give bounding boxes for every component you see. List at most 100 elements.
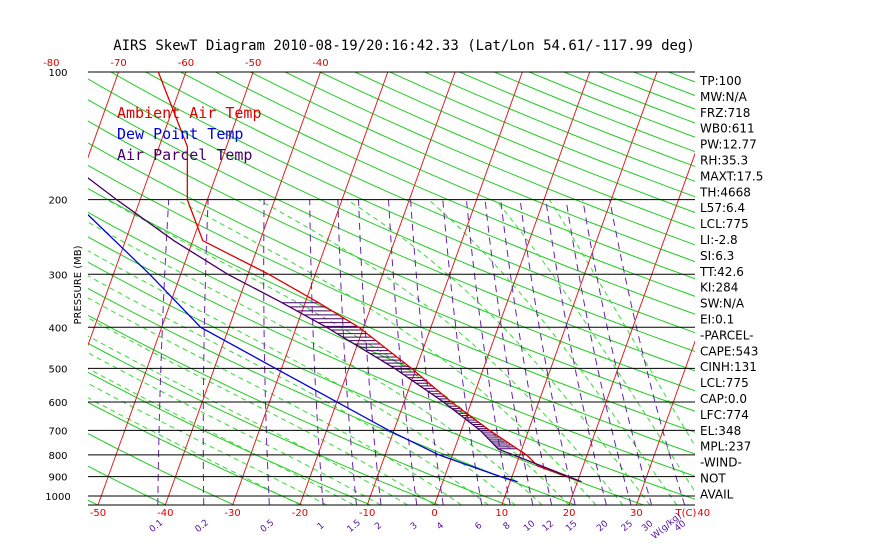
dry-adiabat — [250, 72, 695, 263]
dry-adiabat — [459, 72, 695, 167]
moist-adiabat — [548, 199, 695, 447]
index-entry: TT:42.6 — [699, 265, 744, 279]
legend-entry: Ambient Air Temp — [117, 104, 262, 122]
bottom-temp-tick-label: -20 — [292, 508, 308, 519]
grid-clip — [0, 72, 870, 505]
dry-adiabat — [145, 72, 695, 315]
pressure-tick-label: 700 — [48, 426, 67, 437]
dry-adiabat — [88, 342, 439, 505]
mixing-ratio-tick-label: 12 — [541, 519, 556, 534]
mixing-ratio-line — [337, 199, 357, 505]
isotherm — [88, 72, 187, 347]
mixing-ratio-tick-label: 20 — [595, 519, 610, 534]
moist-adiabat — [88, 367, 354, 505]
legend-entry: Air Parcel Temp — [117, 146, 252, 164]
moist-adiabat — [428, 199, 678, 505]
pressure-tick-label: 800 — [48, 451, 67, 462]
index-entry: L57:6.4 — [700, 201, 745, 215]
mixing-ratio-line — [609, 199, 686, 505]
moist-adiabat — [88, 221, 543, 505]
stability-indices: TP:100 MW:N/A FRZ:718 WB0:611 PW:12.77 RH:35.… — [699, 74, 763, 501]
moist-adiabat — [88, 250, 516, 505]
dry-adiabat — [88, 120, 695, 392]
pressure-tick-label: 200 — [48, 196, 67, 207]
mixing-ratio-tick-label: 8 — [502, 521, 513, 533]
index-entry: EL:348 — [700, 424, 741, 438]
y-axis-label: PRESSURE (MB) — [73, 245, 84, 324]
moist-adiabat — [88, 297, 462, 505]
index-entry: EI:0.1 — [700, 313, 734, 327]
dry-adiabat — [88, 401, 303, 505]
bottom-temp-tick-label: 20 — [563, 508, 576, 519]
isotherm — [97, 72, 254, 505]
index-entry: MW:N/A — [700, 90, 748, 104]
chart-legend: Ambient Air Temp Dew Point Temp Air Parcel… — [117, 104, 262, 164]
mixing-ratio-tick-label: 15 — [564, 519, 579, 534]
top-temp-tick-label: -40 — [312, 58, 328, 69]
bottom-temp-tick-label: 40 — [697, 508, 710, 519]
mixing-ratio-line — [202, 199, 209, 505]
dew-point-temp-line — [88, 213, 518, 483]
mixing-ratio-line — [465, 199, 511, 505]
bottom-temp-tick-label: -10 — [359, 508, 375, 519]
index-entry: PW:12.77 — [700, 138, 757, 152]
mixing-ratio-tick-label: 4 — [435, 521, 446, 533]
index-entry: FRZ:718 — [700, 106, 750, 120]
index-entry: SI:6.3 — [700, 249, 734, 263]
dry-adiabat — [88, 164, 695, 433]
bottom-temp-tick-label: 30 — [630, 508, 643, 519]
mixing-ratio-line — [545, 199, 607, 505]
isotherm — [299, 72, 456, 505]
isotherm — [501, 72, 658, 505]
isotherm — [164, 72, 321, 505]
isotherm — [771, 72, 870, 505]
dry-adiabat — [424, 72, 695, 182]
mixing-ratio-tick-label: 0.1 — [148, 518, 165, 535]
index-entry: AVAIL — [700, 487, 734, 501]
pressure-tick-label: 600 — [48, 398, 67, 409]
index-entry: RH:35.3 — [700, 154, 748, 168]
index-entry: CINH:131 — [700, 360, 757, 374]
moist-adiabat — [88, 275, 489, 505]
moist-adiabat — [88, 382, 328, 505]
mixing-ratio-line — [263, 199, 270, 505]
pressure-tick-label: 300 — [48, 270, 67, 281]
moist-adiabat — [346, 199, 651, 505]
bottom-temp-unit-label: T(C) — [675, 508, 697, 519]
legend-entry: Dew Point Temp — [117, 125, 243, 143]
index-entry: -WIND- — [700, 456, 742, 470]
pressure-tick-label: 500 — [48, 364, 67, 375]
bottom-temp-tick-label: 0 — [431, 508, 437, 519]
sounding-series — [88, 72, 582, 483]
dry-adiabat — [88, 314, 508, 505]
dry-adiabat — [88, 187, 695, 455]
dry-adiabat — [0, 72, 29, 505]
mixing-ratio-tick-label: 3 — [409, 521, 420, 532]
dry-adiabat — [88, 465, 167, 505]
mixing-ratio-line — [157, 199, 170, 505]
index-entry: WB0:611 — [700, 122, 755, 136]
index-entry: KI:284 — [700, 281, 738, 295]
bottom-temp-tick-label: 10 — [495, 508, 508, 519]
mixing-ratio-tick-label: 2 — [373, 521, 384, 532]
pressure-tick-label: 1000 — [45, 492, 70, 503]
dry-adiabat — [180, 72, 695, 297]
pressure-tick-label: 900 — [48, 473, 67, 484]
dry-adiabat — [88, 371, 371, 505]
dry-adiabat — [215, 72, 695, 280]
mixing-ratio-line — [582, 199, 653, 505]
dry-adiabat — [88, 78, 695, 353]
dry-adiabat — [668, 72, 695, 83]
index-entry: MPL:237 — [700, 440, 751, 454]
index-entry: NOT — [700, 472, 726, 486]
isotherm — [88, 72, 120, 159]
top-temp-tick-label: -70 — [110, 58, 126, 69]
index-entry: SW:N/A — [700, 297, 745, 311]
dry-adiabat — [88, 142, 695, 412]
pressure-tick-label: 400 — [48, 323, 67, 334]
bottom-temp-tick-label: -40 — [157, 508, 173, 519]
mixing-ratio-line — [484, 199, 534, 505]
bottom-temp-tick-label: -30 — [224, 508, 240, 519]
index-entry: CAP:0.0 — [700, 392, 747, 406]
